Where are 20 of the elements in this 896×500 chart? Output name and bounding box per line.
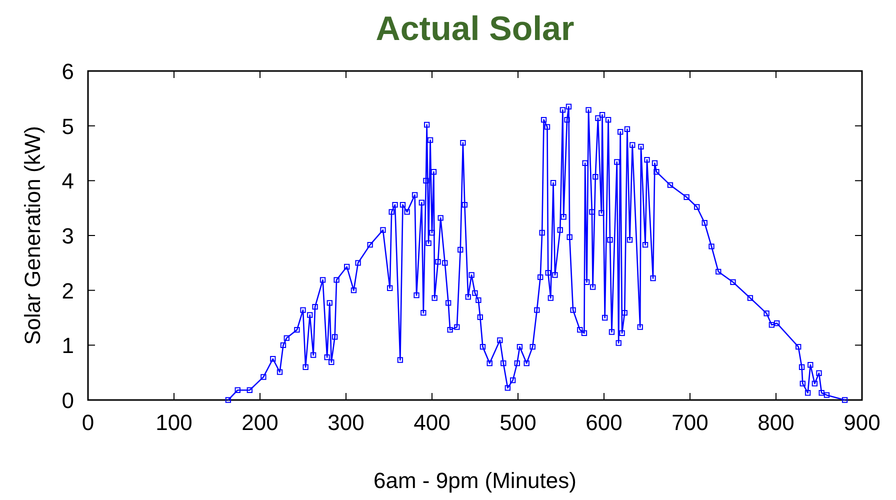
y-tick-label: 0 xyxy=(62,388,74,413)
x-tick-label: 100 xyxy=(156,410,192,435)
chart-title: Actual Solar xyxy=(376,10,574,48)
x-tick-label: 400 xyxy=(414,410,450,435)
y-tick-label: 5 xyxy=(62,114,74,139)
x-tick-label: 700 xyxy=(672,410,708,435)
x-tick-label: 500 xyxy=(500,410,536,435)
y-tick-label: 2 xyxy=(62,278,74,304)
x-tick-label: 0 xyxy=(82,410,94,435)
x-tick-label: 900 xyxy=(844,410,880,435)
x-tick-label: 200 xyxy=(242,410,278,435)
y-tick-label: 1 xyxy=(62,333,74,358)
y-axis-title: Solar Generation (kW) xyxy=(20,126,45,345)
y-tick-label: 3 xyxy=(62,224,74,248)
x-axis-title: 6am - 9pm (Minutes) xyxy=(374,468,576,493)
y-tick-label: 6 xyxy=(62,59,74,84)
x-tick-label: 300 xyxy=(328,410,364,435)
x-tick-label: 800 xyxy=(758,410,794,435)
y-tick-label: 4 xyxy=(62,168,74,194)
x-tick-label: 600 xyxy=(586,410,622,435)
